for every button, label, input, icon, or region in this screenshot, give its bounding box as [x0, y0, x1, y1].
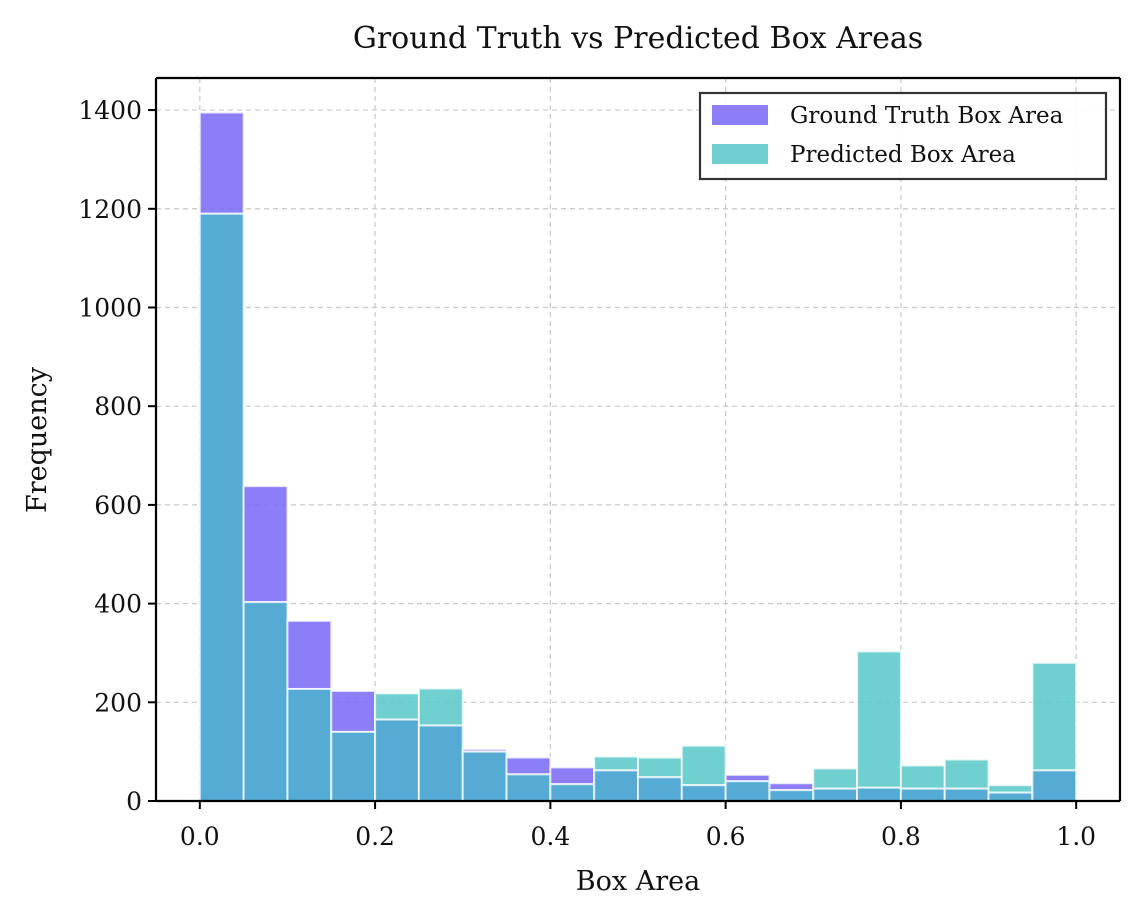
y-tick-label: 400 [94, 590, 142, 619]
bar-overlap [374, 718, 420, 802]
x-tick-label: 0.4 [530, 822, 570, 851]
bar-predicted-excess [680, 744, 727, 787]
x-axis-label: Box Area [576, 866, 700, 897]
bar-overlap [505, 773, 552, 802]
bar-overlap [680, 784, 727, 803]
y-tick-label: 600 [94, 491, 142, 520]
bar-overlap [1031, 769, 1078, 802]
y-tick-label: 1200 [78, 195, 142, 224]
bar-ground-truth-excess [549, 766, 596, 786]
y-tick-label: 1400 [78, 96, 142, 125]
bar-predicted-excess [637, 756, 683, 779]
y-axis-label: Frequency [22, 366, 53, 513]
chart-title: Ground Truth vs Predicted Box Areas [353, 21, 923, 56]
bar-ground-truth-excess [198, 111, 245, 215]
bar-predicted-excess [812, 767, 859, 790]
bar-predicted-excess [943, 758, 990, 790]
bar-ground-truth-excess [768, 782, 815, 792]
bar-overlap [899, 787, 946, 802]
bar-overlap [856, 786, 902, 803]
axes [154, 76, 1122, 803]
bar-overlap [198, 212, 245, 802]
bar-overlap [549, 783, 596, 802]
x-tick-label: 0.2 [355, 822, 395, 851]
bar-overlap [593, 769, 640, 802]
bar-overlap [242, 601, 289, 802]
bar-overlap [417, 724, 464, 802]
bar-predicted-excess [417, 687, 464, 727]
bar-predicted-excess [1031, 661, 1078, 772]
bar-predicted-excess [987, 784, 1034, 794]
y-axis-ticks: 0 200 400 600 800 1000 1200 1400 [78, 96, 156, 816]
bar-predicted-excess [374, 692, 420, 721]
histogram-bars [198, 111, 1078, 803]
x-tick-label: 1.0 [1056, 822, 1096, 851]
bar-overlap [724, 780, 771, 803]
bar-overlap [637, 776, 683, 803]
bar-ground-truth-excess [505, 756, 552, 776]
bar-overlap [943, 787, 990, 802]
x-tick-label: 0.6 [706, 822, 746, 851]
x-tick-label: 0.0 [180, 822, 220, 851]
bar-overlap [768, 789, 815, 802]
legend: Ground Truth Box Area Predicted Box Area [698, 91, 1108, 181]
x-tick-label: 0.8 [881, 822, 921, 851]
bar-ground-truth-excess [242, 485, 289, 604]
y-tick-label: 800 [94, 392, 142, 421]
bar-overlap [812, 787, 859, 802]
bar-overlap [987, 791, 1034, 802]
y-tick-label: 1000 [78, 293, 142, 322]
y-tick-label: 0 [126, 787, 142, 816]
bar-predicted-excess [593, 755, 640, 772]
bar-predicted-excess [856, 650, 902, 789]
x-axis-ticks: 0.0 0.2 0.4 0.6 0.8 1.0 [180, 801, 1096, 851]
bar-ground-truth-excess [330, 689, 377, 733]
legend-swatch-predicted [712, 144, 768, 164]
bar-overlap [330, 730, 377, 802]
legend-label-predicted: Predicted Box Area [790, 142, 1016, 168]
bar-predicted-excess [899, 764, 946, 790]
bar-overlap [461, 750, 508, 802]
y-tick-label: 200 [94, 688, 142, 717]
bar-ground-truth-excess [286, 619, 333, 690]
legend-swatch-ground-truth [712, 105, 768, 125]
bar-overlap [286, 687, 333, 802]
legend-label-ground-truth: Ground Truth Box Area [790, 103, 1064, 129]
